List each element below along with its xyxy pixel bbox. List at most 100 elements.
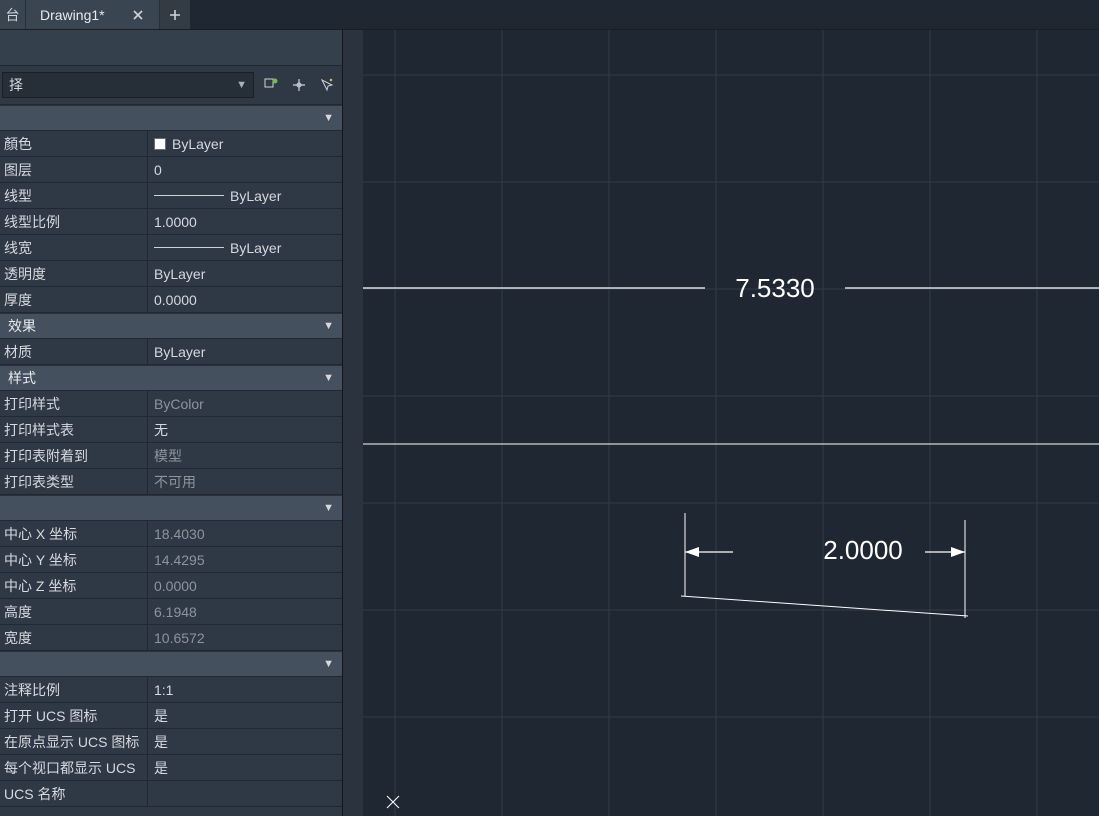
prop-row-plottype[interactable]: 打印表类型 不可用 <box>0 469 342 495</box>
chevron-down-icon: ▼ <box>323 320 334 332</box>
prop-label: 打印样式表 <box>0 417 148 442</box>
prop-value: ByLayer <box>148 339 342 364</box>
prop-row-ucsicon-origin[interactable]: 在原点显示 UCS 图标 是 <box>0 729 342 755</box>
prop-label: 中心 X 坐标 <box>0 521 148 546</box>
prop-value <box>148 781 342 806</box>
prop-value: 10.6572 <box>148 625 342 650</box>
prop-row-thickness[interactable]: 厚度 0.0000 <box>0 287 342 313</box>
prop-value: 不可用 <box>148 469 342 494</box>
prop-value: 是 <box>148 755 342 780</box>
prop-label: 高度 <box>0 599 148 624</box>
prop-value: 无 <box>148 417 342 442</box>
prop-label: 每个视口都显示 UCS <box>0 755 148 780</box>
prop-label: 在原点显示 UCS 图标 <box>0 729 148 754</box>
prop-value: 14.4295 <box>148 547 342 572</box>
prop-label: 中心 Z 坐标 <box>0 573 148 598</box>
prop-label: 注释比例 <box>0 677 148 702</box>
prop-value: 6.1948 <box>148 599 342 624</box>
linetype-sample <box>154 195 224 196</box>
prop-value: 0 <box>148 157 342 182</box>
close-icon[interactable] <box>129 6 147 24</box>
pickadd-icon[interactable] <box>288 74 310 96</box>
section-header-general[interactable]: ▼ <box>0 105 342 131</box>
prop-row-center-x[interactable]: 中心 X 坐标 18.4030 <box>0 521 342 547</box>
prop-row-plotattached[interactable]: 打印表附着到 模型 <box>0 443 342 469</box>
prop-value: 是 <box>148 729 342 754</box>
prop-row-ltscale[interactable]: 线型比例 1.0000 <box>0 209 342 235</box>
prop-label: 材质 <box>0 339 148 364</box>
prop-label: 打印表附着到 <box>0 443 148 468</box>
prop-label: 打印样式 <box>0 391 148 416</box>
prop-row-transparency[interactable]: 透明度 ByLayer <box>0 261 342 287</box>
canvas-svg: 7.53302.0000 <box>363 30 1099 816</box>
prop-label: 线宽 <box>0 235 148 260</box>
chevron-down-icon: ▼ <box>323 658 334 670</box>
document-tab-title: Drawing1* <box>40 7 105 23</box>
prop-row-plotstyletable[interactable]: 打印样式表 无 <box>0 417 342 443</box>
prop-row-ucsicon-on[interactable]: 打开 UCS 图标 是 <box>0 703 342 729</box>
svg-text:7.5330: 7.5330 <box>735 273 815 303</box>
prop-value: ByLayer <box>230 188 281 204</box>
prop-row-center-z[interactable]: 中心 Z 坐标 0.0000 <box>0 573 342 599</box>
prop-label: 厚度 <box>0 287 148 312</box>
prop-row-annoscale[interactable]: 注释比例 1:1 <box>0 677 342 703</box>
chevron-down-icon: ▼ <box>323 502 334 514</box>
prop-label: 顏色 <box>0 131 148 156</box>
new-tab-button[interactable] <box>160 0 190 29</box>
panel-resize-strip[interactable] <box>343 30 363 816</box>
prop-label: 线型比例 <box>0 209 148 234</box>
prop-row-lineweight[interactable]: 线宽 ByLayer <box>0 235 342 261</box>
prop-row-center-y[interactable]: 中心 Y 坐标 14.4295 <box>0 547 342 573</box>
prop-label: UCS 名称 <box>0 781 148 806</box>
lineweight-sample <box>154 247 224 248</box>
section-header-style[interactable]: 样式 ▼ <box>0 365 342 391</box>
selection-filter-row: 择 ▼ <box>0 66 342 105</box>
prop-row-height[interactable]: 高度 6.1948 <box>0 599 342 625</box>
prop-value: ByLayer <box>148 261 342 286</box>
prop-row-ucsicon-vp[interactable]: 每个视口都显示 UCS 是 <box>0 755 342 781</box>
section-header-view[interactable]: ▼ <box>0 495 342 521</box>
section-title: 效果 <box>8 316 36 336</box>
prop-value: 是 <box>148 703 342 728</box>
tab-stub[interactable]: 台 <box>0 0 26 29</box>
section-header-misc[interactable]: ▼ <box>0 651 342 677</box>
panel-header-gap <box>0 30 342 66</box>
prop-label: 中心 Y 坐标 <box>0 547 148 572</box>
prop-value: ByColor <box>148 391 342 416</box>
prop-label: 线型 <box>0 183 148 208</box>
prop-row-width[interactable]: 宽度 10.6572 <box>0 625 342 651</box>
prop-value: 1:1 <box>148 677 342 702</box>
prop-label: 图层 <box>0 157 148 182</box>
prop-value: 0.0000 <box>148 573 342 598</box>
drawing-canvas[interactable]: [-][俯视][二维线框] 7.53302.0000 <box>363 30 1099 816</box>
prop-value: 模型 <box>148 443 342 468</box>
section-header-effect[interactable]: 效果 ▼ <box>0 313 342 339</box>
chevron-down-icon: ▼ <box>323 112 334 124</box>
prop-row-layer[interactable]: 图层 0 <box>0 157 342 183</box>
prop-value: 0.0000 <box>148 287 342 312</box>
tabbar-spacer <box>190 0 1099 29</box>
prop-row-plotstyle[interactable]: 打印样式 ByColor <box>0 391 342 417</box>
color-swatch <box>154 138 166 150</box>
prop-label: 打印表类型 <box>0 469 148 494</box>
chevron-down-icon: ▼ <box>236 79 247 91</box>
quick-select-icon[interactable] <box>260 74 282 96</box>
prop-value: ByLayer <box>230 240 281 256</box>
prop-label: 透明度 <box>0 261 148 286</box>
prop-row-ucs-name[interactable]: UCS 名称 <box>0 781 342 807</box>
prop-label: 打开 UCS 图标 <box>0 703 148 728</box>
prop-row-color[interactable]: 顏色 ByLayer <box>0 131 342 157</box>
prop-row-material[interactable]: 材质 ByLayer <box>0 339 342 365</box>
prop-value: 1.0000 <box>148 209 342 234</box>
prop-label: 宽度 <box>0 625 148 650</box>
document-tab-bar: 台 Drawing1* <box>0 0 1099 30</box>
select-objects-icon[interactable] <box>316 74 338 96</box>
document-tab[interactable]: Drawing1* <box>26 0 160 29</box>
prop-row-linetype[interactable]: 线型 ByLayer <box>0 183 342 209</box>
selection-filter-dropdown[interactable]: 择 ▼ <box>2 72 254 98</box>
selection-filter-text: 择 <box>9 75 23 95</box>
prop-value: ByLayer <box>172 136 223 152</box>
properties-panel: 择 ▼ ▼ 顏色 ByLa <box>0 30 343 816</box>
chevron-down-icon: ▼ <box>323 372 334 384</box>
section-title: 样式 <box>8 368 36 388</box>
